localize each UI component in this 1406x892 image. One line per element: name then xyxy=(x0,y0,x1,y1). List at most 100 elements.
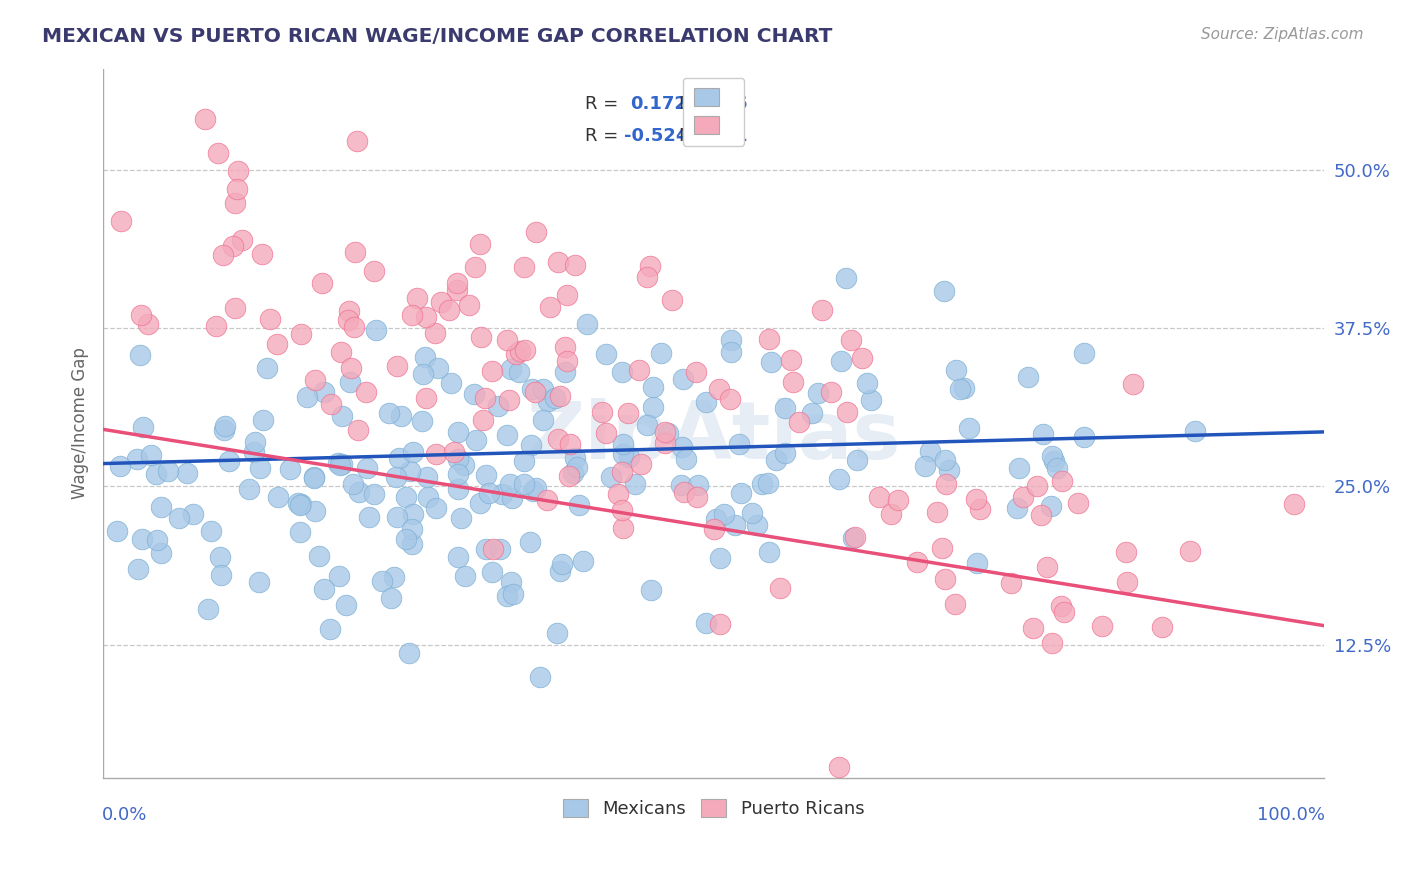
Point xyxy=(311,276,333,290)
Point xyxy=(879,507,901,521)
Point xyxy=(612,503,634,517)
Point xyxy=(513,454,536,468)
Point xyxy=(685,365,707,379)
Point xyxy=(543,391,565,405)
Point xyxy=(252,412,274,426)
Point xyxy=(801,406,824,420)
Point xyxy=(741,506,763,520)
Text: ZipAtlas: ZipAtlas xyxy=(526,398,901,476)
Point xyxy=(437,303,460,318)
Point xyxy=(1122,377,1144,392)
Point xyxy=(1115,545,1137,559)
Point xyxy=(314,384,336,399)
Point xyxy=(1040,636,1063,650)
Point xyxy=(612,437,634,451)
Point xyxy=(1053,605,1076,619)
Point xyxy=(339,375,361,389)
Point xyxy=(523,384,546,399)
Point xyxy=(482,542,505,557)
Point xyxy=(827,472,849,486)
Point xyxy=(720,345,742,359)
Point xyxy=(505,347,527,361)
Point xyxy=(571,554,593,568)
Point xyxy=(488,542,510,557)
Point xyxy=(807,385,830,400)
Text: MEXICAN VS PUERTO RICAN WAGE/INCOME GAP CORRELATION CHART: MEXICAN VS PUERTO RICAN WAGE/INCOME GAP … xyxy=(42,27,832,45)
Text: 196: 196 xyxy=(711,95,748,112)
Point xyxy=(935,477,957,491)
Point xyxy=(498,393,520,408)
Point xyxy=(125,451,148,466)
Point xyxy=(703,522,725,536)
Point xyxy=(745,517,768,532)
Point xyxy=(224,301,246,316)
Point xyxy=(1012,490,1035,504)
Point xyxy=(453,458,475,472)
Point xyxy=(364,323,387,337)
Text: N =: N = xyxy=(679,95,720,112)
Point xyxy=(672,372,695,386)
Point xyxy=(470,330,492,344)
Point xyxy=(1022,621,1045,635)
Point xyxy=(905,555,928,569)
Point xyxy=(224,196,246,211)
Point xyxy=(860,392,883,407)
Point xyxy=(415,310,437,324)
Point xyxy=(495,589,517,603)
Point xyxy=(599,469,621,483)
Point xyxy=(339,304,361,318)
Point xyxy=(464,260,486,274)
Point xyxy=(443,445,465,459)
Point xyxy=(211,247,233,261)
Text: R =: R = xyxy=(585,127,624,145)
Point xyxy=(290,497,312,511)
Point xyxy=(914,458,936,473)
Point xyxy=(713,507,735,521)
Text: 0.172: 0.172 xyxy=(630,95,688,112)
Point xyxy=(209,550,232,565)
Point xyxy=(1046,461,1069,475)
Point xyxy=(558,469,581,483)
Point xyxy=(430,295,453,310)
Point xyxy=(385,359,408,374)
Point xyxy=(465,434,488,448)
Point xyxy=(454,568,477,582)
Point xyxy=(524,481,547,495)
Point xyxy=(686,490,709,504)
Point xyxy=(671,440,693,454)
Point xyxy=(643,380,665,394)
Point xyxy=(547,433,569,447)
Point xyxy=(934,453,956,467)
Point xyxy=(938,462,960,476)
Point xyxy=(491,486,513,500)
Point xyxy=(617,406,640,420)
Point xyxy=(669,478,692,492)
Point xyxy=(1036,560,1059,574)
Point xyxy=(468,236,491,251)
Point xyxy=(595,426,617,441)
Point xyxy=(389,409,412,423)
Point xyxy=(654,435,676,450)
Point xyxy=(447,549,470,564)
Point xyxy=(468,496,491,510)
Point xyxy=(330,409,353,424)
Point xyxy=(501,574,523,589)
Point xyxy=(329,458,352,472)
Point xyxy=(427,361,450,376)
Point xyxy=(1066,496,1088,510)
Point xyxy=(765,452,787,467)
Point xyxy=(304,373,326,387)
Point xyxy=(654,425,676,439)
Point xyxy=(197,602,219,616)
Text: -0.524: -0.524 xyxy=(624,127,689,145)
Point xyxy=(965,492,987,507)
Text: 0.0%: 0.0% xyxy=(101,806,148,824)
Point xyxy=(773,446,796,460)
Point xyxy=(1116,574,1139,589)
Point xyxy=(131,532,153,546)
Point xyxy=(920,444,942,458)
Point xyxy=(630,457,652,471)
Point xyxy=(413,350,436,364)
Point xyxy=(828,759,851,773)
Point xyxy=(1025,479,1047,493)
